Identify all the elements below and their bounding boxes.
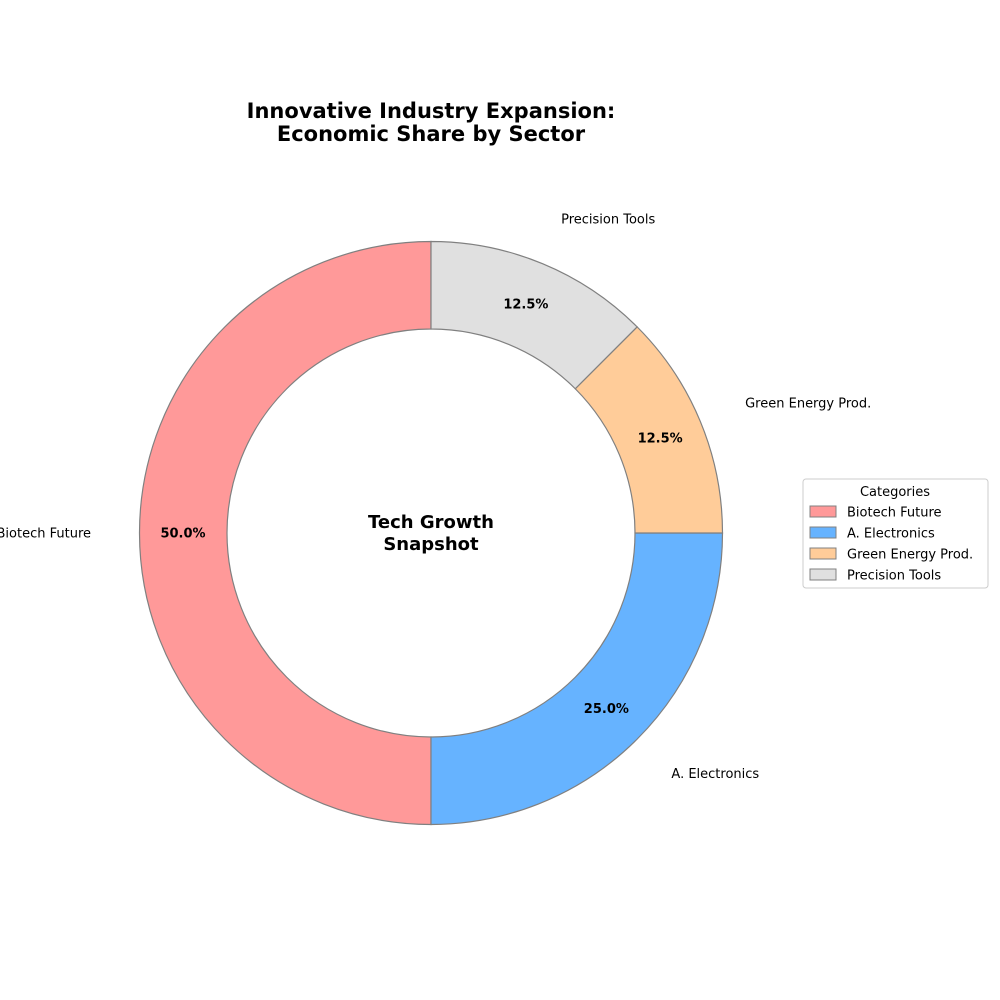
slice-a-electronics (430, 532, 724, 826)
donut-slices (138, 240, 724, 826)
legend-entries: Biotech Future A. Electronics Green Energy… (809, 505, 973, 584)
legend-label-precision-tools: Precision Tools (847, 569, 941, 584)
center-label-line-1: Tech Growth (368, 512, 494, 533)
percent-label-green-energy-prod: 12.5% (638, 432, 683, 447)
legend-swatch-green-energy-prod (809, 547, 837, 560)
percent-label-a-electronics: 25.0% (584, 702, 629, 717)
chart-title-line-2: Economic Share by Sector (277, 122, 586, 146)
slice-label-precision-tools: Precision Tools (561, 212, 655, 227)
chart-title-line-1: Innovative Industry Expansion: (247, 99, 616, 123)
legend-swatch-a-electronics (809, 526, 837, 539)
legend: Categories Biotech Future A. Electronics G… (802, 478, 989, 589)
slice-labels: Biotech Future A. Electronics Green Energy… (0, 212, 871, 782)
percent-label-precision-tools: 12.5% (503, 297, 548, 312)
legend-frame (802, 478, 989, 589)
legend-label-biotech-future: Biotech Future (847, 506, 942, 521)
legend-label-a-electronics: A. Electronics (847, 527, 935, 542)
slice-biotech-future (138, 240, 432, 826)
slice-precision-tools (430, 240, 638, 390)
slice-label-green-energy-prod: Green Energy Prod. (745, 396, 871, 411)
center-label-line-2: Snapshot (383, 534, 479, 555)
legend-swatch-biotech-future (809, 505, 837, 518)
legend-label-green-energy-prod: Green Energy Prod. (847, 548, 973, 563)
percent-label-biotech-future: 50.0% (160, 527, 205, 542)
percent-labels: 50.0% 25.0% 12.5% 12.5% (160, 297, 682, 716)
legend-title: Categories (860, 485, 930, 500)
slice-label-a-electronics: A. Electronics (671, 767, 759, 782)
legend-swatch-precision-tools (809, 568, 837, 581)
slice-label-biotech-future: Biotech Future (0, 527, 91, 542)
